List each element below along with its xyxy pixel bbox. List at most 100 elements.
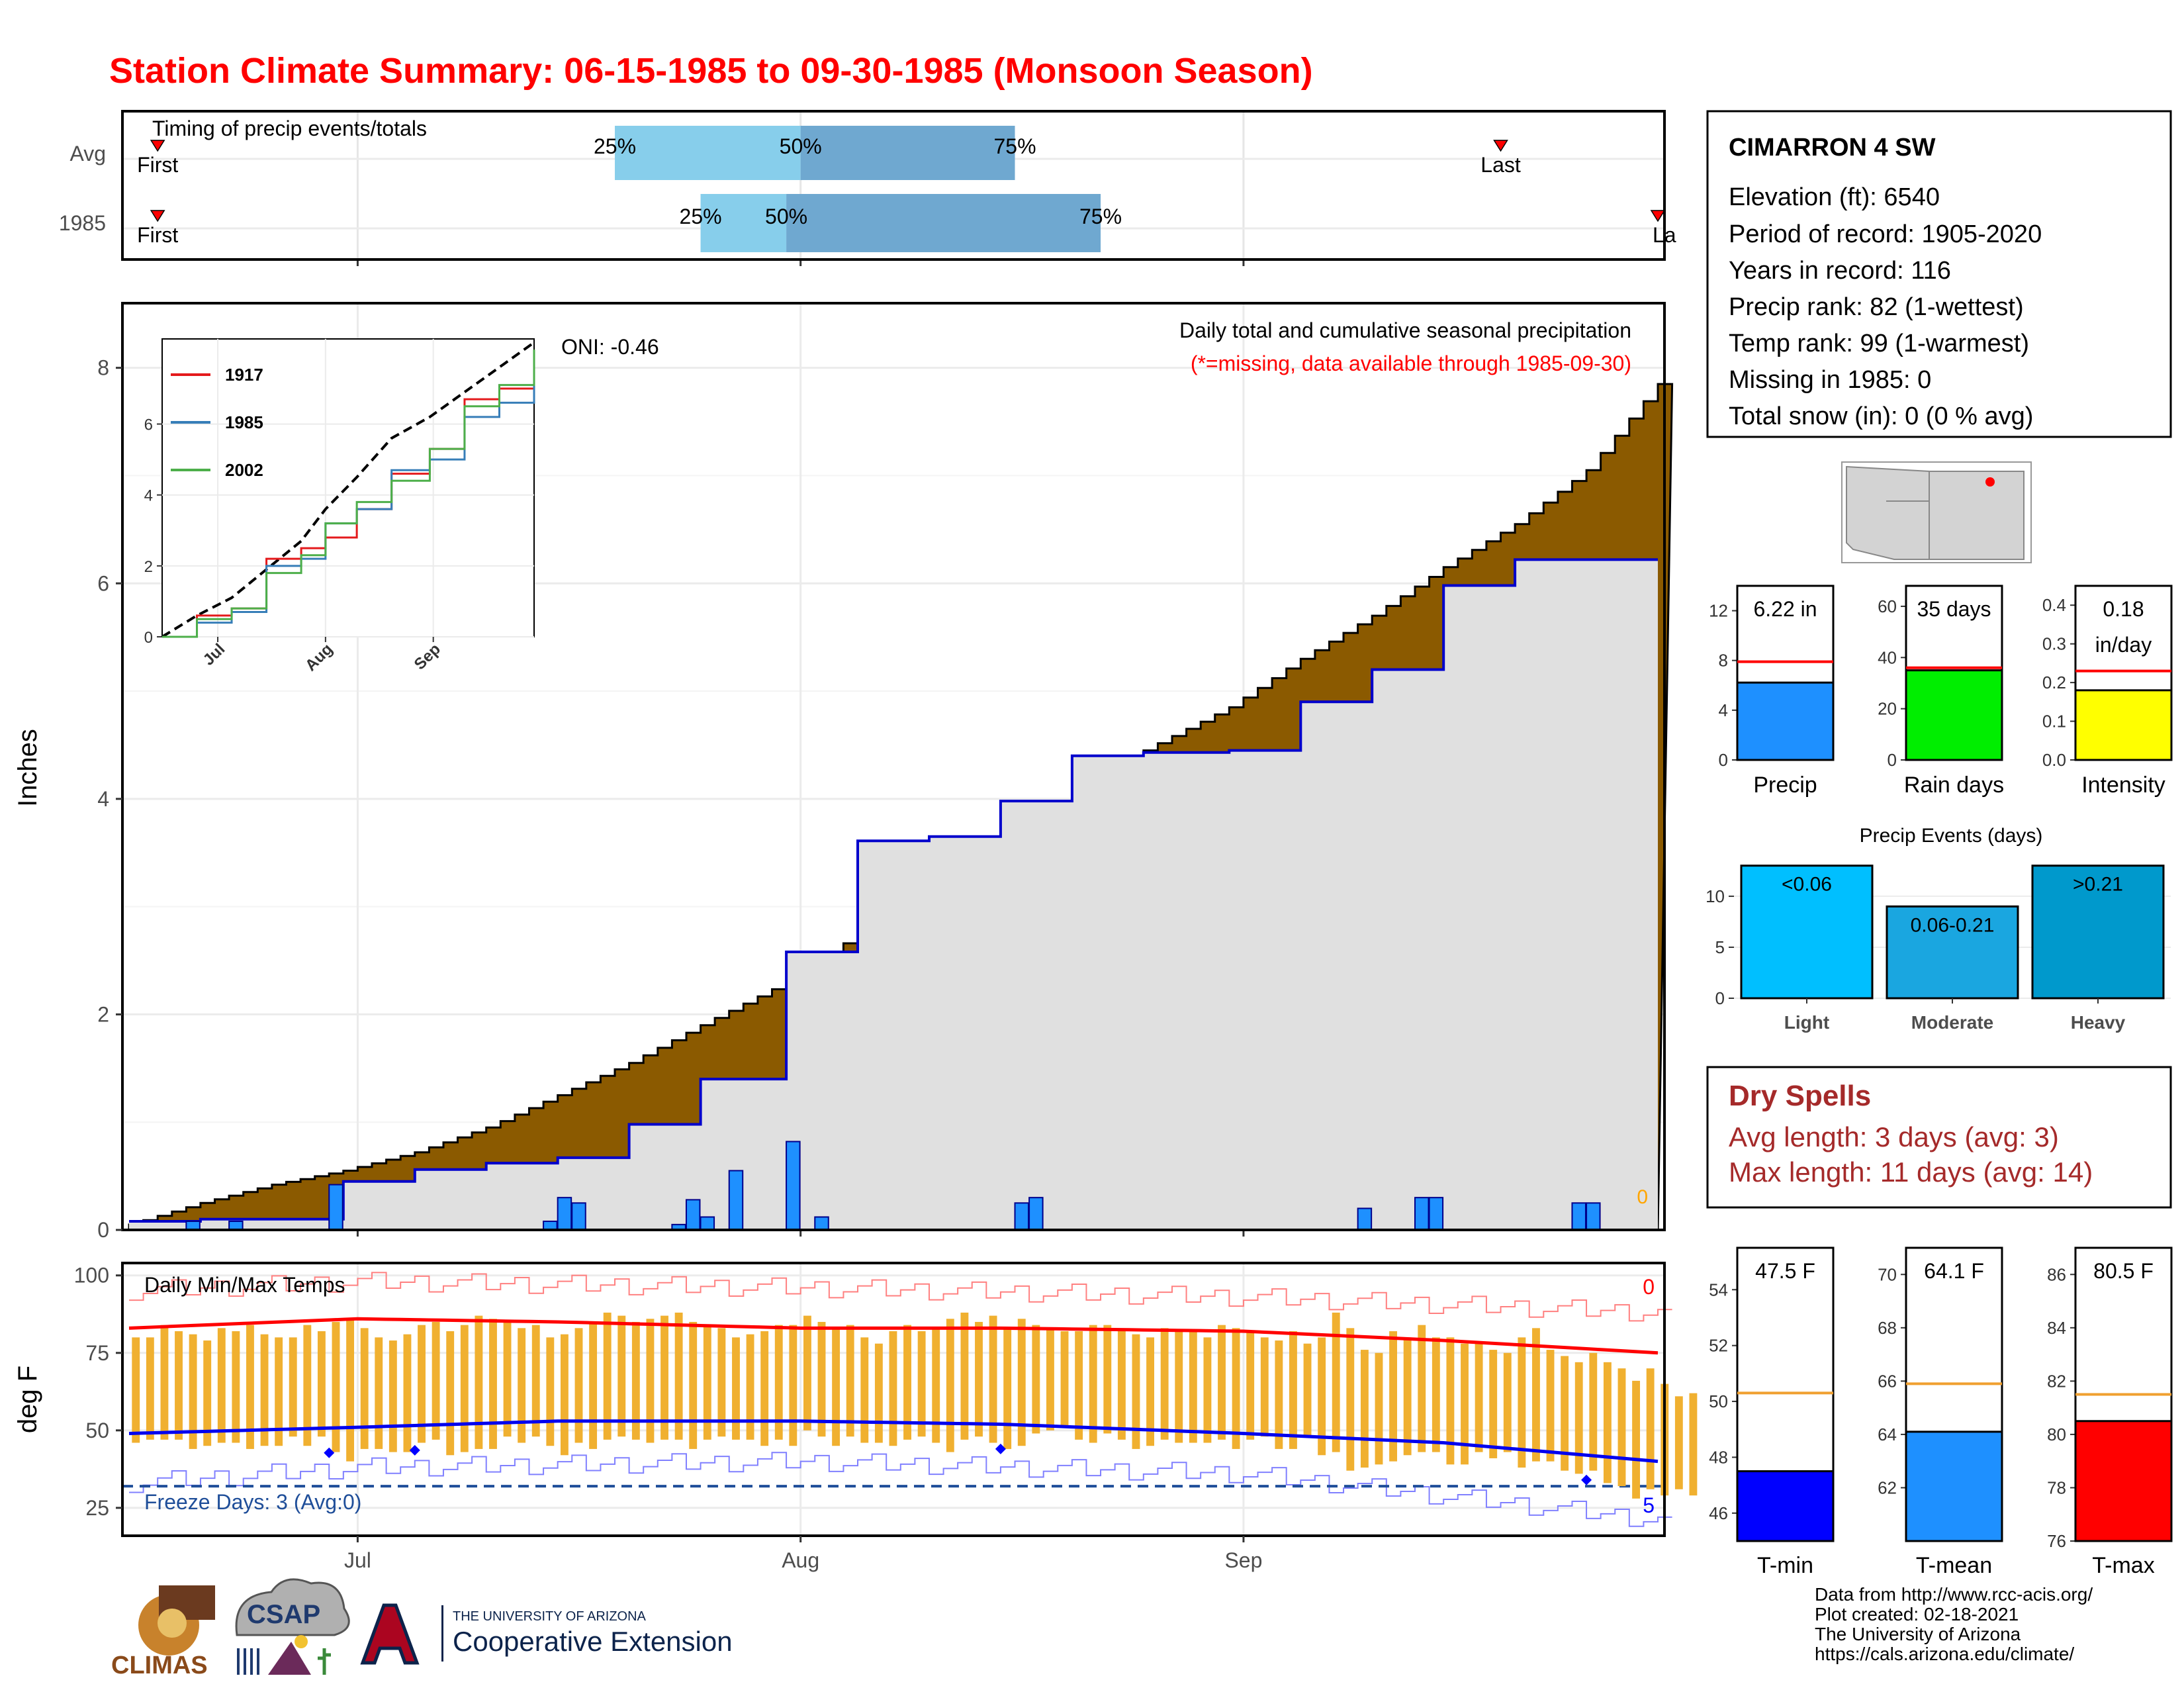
summary-y-tick-label: 0: [1719, 750, 1728, 770]
temp-x-axis: Jul Aug Sep: [344, 1536, 1262, 1572]
dry-spells-frame: [1706, 1066, 2172, 1209]
daily-precip-bar: [1428, 1197, 1444, 1231]
daily-temp-bar: [1632, 1380, 1641, 1499]
daily-temp-bar: [1132, 1334, 1140, 1449]
ua-line2: Cooperative Extension: [453, 1626, 733, 1657]
precip-y-tick-label: 6: [97, 571, 109, 595]
summary-bar-value-label: 64.1 F: [1924, 1259, 1984, 1283]
daily-temp-bar: [346, 1319, 355, 1462]
page-title: Station Climate Summary: 06-15-1985 to 0…: [109, 51, 1313, 91]
summary-bar-label: Rain days: [1904, 773, 2004, 798]
daily-temp-bar: [817, 1321, 826, 1437]
daily-temp-bar: [246, 1325, 254, 1449]
timing-bar-q25-q50: [700, 194, 787, 252]
daily-temp-bar: [903, 1325, 911, 1440]
temp-y-tick-label: 100: [74, 1264, 109, 1288]
daily-precip-bar: [571, 1202, 586, 1231]
inset-legend: 1917 1985 2002: [171, 365, 263, 480]
record-low-marker: [995, 1443, 1006, 1454]
daily-precip-bar: [557, 1197, 572, 1231]
summary-bar-value: [1905, 669, 2003, 761]
daily-temp-bar: [789, 1325, 797, 1446]
daily-temp-bar: [189, 1334, 197, 1449]
precip-panel-subtitle: (*=missing, data available through 1985-…: [1191, 352, 1631, 375]
daily-temp-bar: [1360, 1350, 1369, 1468]
summary-bar-value-label: 6.22 in: [1753, 597, 1817, 621]
missing-count-label: 0: [1637, 1186, 1648, 1208]
dry-spells-box: Dry Spells Avg length: 3 days (avg: 3) M…: [1706, 1066, 2172, 1209]
precip-event-bar: [1886, 905, 2019, 1000]
timing-q25-label: 25%: [680, 205, 722, 228]
temp-panel-title: Daily Min/Max Temps: [144, 1273, 345, 1297]
daily-precip-bar: [1586, 1202, 1601, 1231]
timing-q75-label: 75%: [1079, 205, 1122, 228]
inset-avg-line: [161, 341, 535, 638]
summary-bar-value-label: 47.5 F: [1755, 1259, 1815, 1283]
last-event-label: Last: [1480, 153, 1521, 177]
daily-temp-bar: [531, 1325, 540, 1437]
daily-temp-bar: [1489, 1350, 1498, 1458]
record-min-line: [129, 1452, 1672, 1527]
daily-temp-bar: [289, 1337, 297, 1437]
temp-y-axis: 25 50 75 100: [74, 1264, 122, 1520]
csap-cloud: [235, 1578, 350, 1636]
temp-plot: [122, 1272, 1698, 1527]
ua-extension-logo: THE UNIVERSITY OF ARIZONA Cooperative Ex…: [360, 1603, 733, 1665]
last-event-marker: [1493, 140, 1508, 152]
summary-bar-label: T-mean: [1916, 1553, 1992, 1578]
summary-bar-t-min: 46 48 50 52 54 47.5 F T-min: [1709, 1246, 1835, 1578]
summary-y-tick-label: 70: [1878, 1264, 1897, 1284]
precip-event-category: Heavy: [2071, 1012, 2126, 1033]
summary-bar-label: Intensity: [2081, 773, 2165, 798]
record-low-marker: [409, 1444, 420, 1456]
daily-temp-bar: [989, 1315, 997, 1443]
summary-y-tick-label: 54: [1709, 1280, 1728, 1299]
summary-y-tick-label: 60: [1878, 596, 1897, 616]
temp-x-tick-label: Jul: [344, 1548, 371, 1572]
daily-temp-bar: [175, 1331, 183, 1440]
daily-temp-bar: [460, 1325, 469, 1452]
daily-temp-bar: [1318, 1337, 1326, 1456]
record-max-line: [129, 1272, 1672, 1322]
daily-temp-bar: [1375, 1352, 1383, 1465]
csap-logo: CSAP: [235, 1578, 350, 1675]
daily-temp-bar: [360, 1328, 369, 1449]
daily-temp-bar: [603, 1312, 612, 1440]
daily-temp-bar: [1075, 1331, 1083, 1440]
precip-events-plot: 0 5 10 <0.06 Light 0.06-0.21 Moderate >0.21 Heav…: [1706, 861, 2171, 1033]
events-y-tick-label: 0: [1715, 988, 1725, 1008]
daily-temp-bar: [1389, 1331, 1398, 1462]
credit-line: https://cals.arizona.edu/climate/: [1815, 1644, 2074, 1664]
precip-event-bar: [2031, 865, 2165, 1000]
station-name: CIMARRON 4 SW: [1729, 134, 1936, 162]
daily-temp-bar: [260, 1334, 269, 1446]
daily-temp-bar: [1446, 1337, 1455, 1465]
daily-temp-bar: [1532, 1328, 1540, 1462]
inset-y-tick-label: 2: [144, 558, 153, 576]
daily-temp-bar: [1017, 1319, 1026, 1446]
summary-y-tick-label: 0.3: [2042, 634, 2066, 654]
daily-temp-bar: [1546, 1350, 1555, 1462]
station-location-marker: [1985, 477, 1995, 487]
inset-y-tick-label: 4: [144, 487, 153, 505]
daily-temp-bar: [1689, 1393, 1698, 1496]
daily-temp-bar: [589, 1321, 598, 1449]
locator-map: [1841, 461, 2032, 563]
temp-y-tick-label: 75: [85, 1341, 109, 1365]
daily-temp-bar: [1332, 1312, 1340, 1452]
year-cumulative-area: [129, 559, 1658, 1230]
daily-temp-bar: [375, 1337, 383, 1449]
climas-logo: CLIMAS: [111, 1585, 215, 1679]
events-y-tick-label: 10: [1706, 886, 1725, 906]
precip-panel-title: Daily total and cumulative seasonal prec…: [1179, 318, 1631, 342]
timing-row-avg-label: Avg: [69, 142, 106, 165]
daily-temp-bar: [732, 1337, 740, 1440]
daily-temp-bar: [160, 1325, 169, 1440]
avg-min-line: [128, 1419, 1659, 1464]
summary-y-tick-label: 4: [1719, 700, 1728, 720]
inset-series-2002: [162, 350, 535, 638]
daily-precip-bar: [1014, 1202, 1030, 1231]
station-info-line: Years in record: 116: [1729, 257, 1951, 285]
daily-temp-bar: [674, 1312, 683, 1440]
precip-y-tick-label: 8: [97, 356, 109, 380]
